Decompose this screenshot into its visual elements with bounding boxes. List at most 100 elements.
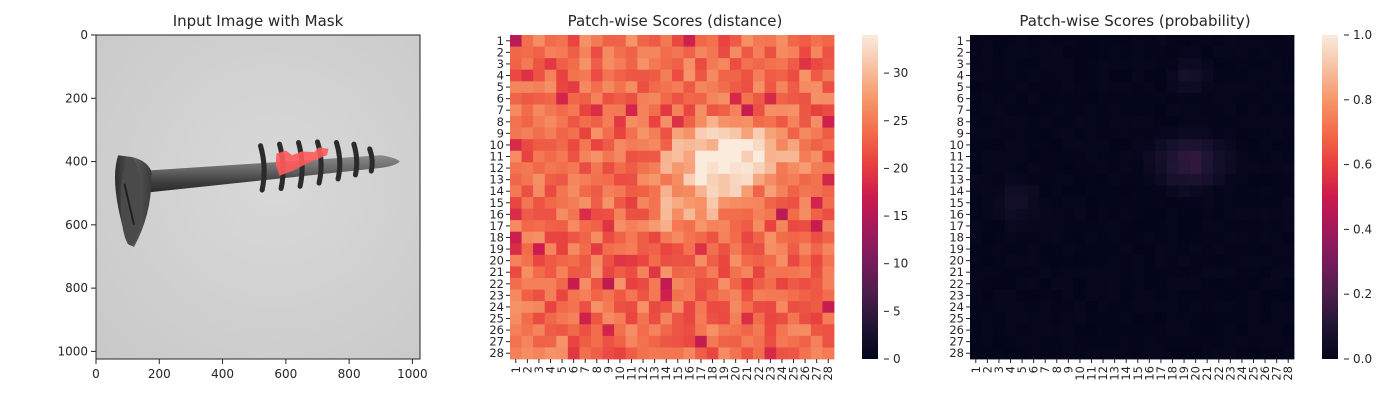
heatmap-cell: [1201, 127, 1214, 140]
heatmap-cell: [614, 81, 627, 94]
heatmap-cell: [1097, 347, 1110, 360]
heatmap-cell: [1143, 69, 1156, 82]
heatmap-cell: [993, 243, 1006, 256]
heatmap-cell: [556, 173, 569, 186]
heatmap-cell: [1247, 162, 1260, 175]
heatmap-cell: [1178, 69, 1191, 82]
heatmap-cell: [776, 347, 789, 360]
panel-probability-heatmap: Patch-wise Scores (probability) 12345678…: [949, 12, 1372, 381]
y-tick-label: 1000: [57, 344, 88, 358]
heatmap-cell: [1178, 92, 1191, 105]
col-label: 27: [810, 366, 824, 381]
heatmap-cell: [741, 116, 754, 128]
heatmap-cell: [1108, 139, 1121, 152]
heatmap-cell: [683, 335, 696, 348]
heatmap-cell: [787, 127, 800, 140]
heatmap-cell: [1224, 35, 1237, 47]
heatmap-cell: [510, 208, 522, 221]
heatmap-cell: [625, 208, 638, 221]
heatmap-cell: [1027, 197, 1040, 209]
heatmap-cell: [1108, 347, 1121, 360]
heatmap-cell: [706, 58, 719, 71]
heatmap-cell: [521, 92, 534, 105]
col-label: 15: [1131, 366, 1145, 381]
heatmap-cell: [776, 324, 789, 337]
heatmap-cell: [1213, 301, 1225, 314]
heatmap-cell: [1166, 116, 1179, 128]
heatmap-cell: [787, 150, 800, 163]
row-label: 4: [497, 69, 504, 83]
heatmap-cell: [521, 312, 534, 325]
heatmap-cell: [1120, 254, 1133, 267]
heatmap-cell: [1120, 69, 1133, 82]
heatmap-cell: [1039, 289, 1052, 302]
heatmap-cell: [1097, 208, 1110, 221]
heatmap-cell: [1120, 162, 1133, 175]
heatmap-cell: [625, 150, 638, 163]
heatmap-cell: [521, 127, 534, 140]
heatmap-cell: [683, 58, 696, 71]
heatmap-cell: [1201, 312, 1214, 325]
heatmap-cell: [567, 347, 580, 360]
heatmap-cell: [660, 254, 673, 267]
heatmap-cell: [1213, 278, 1225, 290]
heatmap-cell: [718, 301, 731, 314]
heatmap-cell: [718, 254, 731, 267]
heatmap-cell: [521, 301, 534, 314]
heatmap-cell: [810, 81, 823, 94]
heatmap-cell: [625, 243, 638, 256]
colorbar-tick-label: 0.0: [1353, 352, 1372, 366]
col-label: 11: [625, 366, 639, 381]
heatmap-cell: [1004, 335, 1017, 348]
heatmap-cell: [1143, 92, 1156, 105]
heatmap-cell: [648, 81, 661, 94]
heatmap-cell: [1213, 347, 1225, 360]
colorbar: 0.00.20.40.60.81.0: [1322, 28, 1372, 366]
heatmap-cell: [660, 104, 673, 117]
heatmap-cell: [637, 185, 650, 198]
heatmap-cell: [1247, 324, 1260, 337]
heatmap-cell: [810, 127, 823, 140]
heatmap-cell: [1097, 254, 1110, 267]
heatmap-cell: [993, 46, 1006, 59]
col-label: 7: [578, 366, 592, 373]
heatmap-cell: [753, 35, 765, 47]
heatmap-cell: [1051, 335, 1063, 348]
heatmap-cell: [1132, 185, 1144, 198]
heatmap-cell: [1016, 335, 1029, 348]
heatmap-cell: [1085, 116, 1098, 128]
heatmap-cell: [1027, 335, 1040, 348]
heatmap-cell: [718, 104, 731, 117]
heatmap-cell: [637, 104, 650, 117]
heatmap-cell: [970, 127, 982, 140]
heatmap-cell: [1282, 116, 1295, 128]
heatmap-cell: [602, 243, 615, 256]
heatmap-cell: [764, 162, 777, 175]
heatmap-cell: [556, 231, 569, 244]
heatmap-cell: [764, 104, 777, 117]
heatmap-cell: [1189, 220, 1202, 233]
heatmap-cell: [993, 185, 1006, 198]
heatmap-cell: [614, 173, 627, 186]
heatmap-cell: [1074, 173, 1087, 186]
heatmap-cell: [993, 58, 1006, 71]
heatmap-cell: [648, 335, 661, 348]
heatmap-cell: [695, 35, 708, 47]
heatmap-cell: [625, 81, 638, 94]
heatmap-cell: [1201, 231, 1214, 244]
heatmap-cell: [1270, 208, 1283, 221]
heatmap-cell: [556, 301, 569, 314]
heatmap-cell: [1062, 208, 1075, 221]
heatmap-cell: [683, 197, 696, 209]
heatmap-cell: [810, 208, 823, 221]
heatmap-cell: [981, 347, 994, 360]
col-label: 1: [509, 366, 523, 373]
heatmap-cell: [1004, 301, 1017, 314]
y-tick-label: 400: [65, 155, 88, 169]
heatmap-cell: [1085, 208, 1098, 221]
heatmap-cell: [776, 58, 789, 71]
heatmap-cell: [1155, 289, 1168, 302]
col-label: 26: [1258, 366, 1272, 381]
heatmap-cell: [521, 162, 534, 175]
heatmap-cell: [1143, 289, 1156, 302]
